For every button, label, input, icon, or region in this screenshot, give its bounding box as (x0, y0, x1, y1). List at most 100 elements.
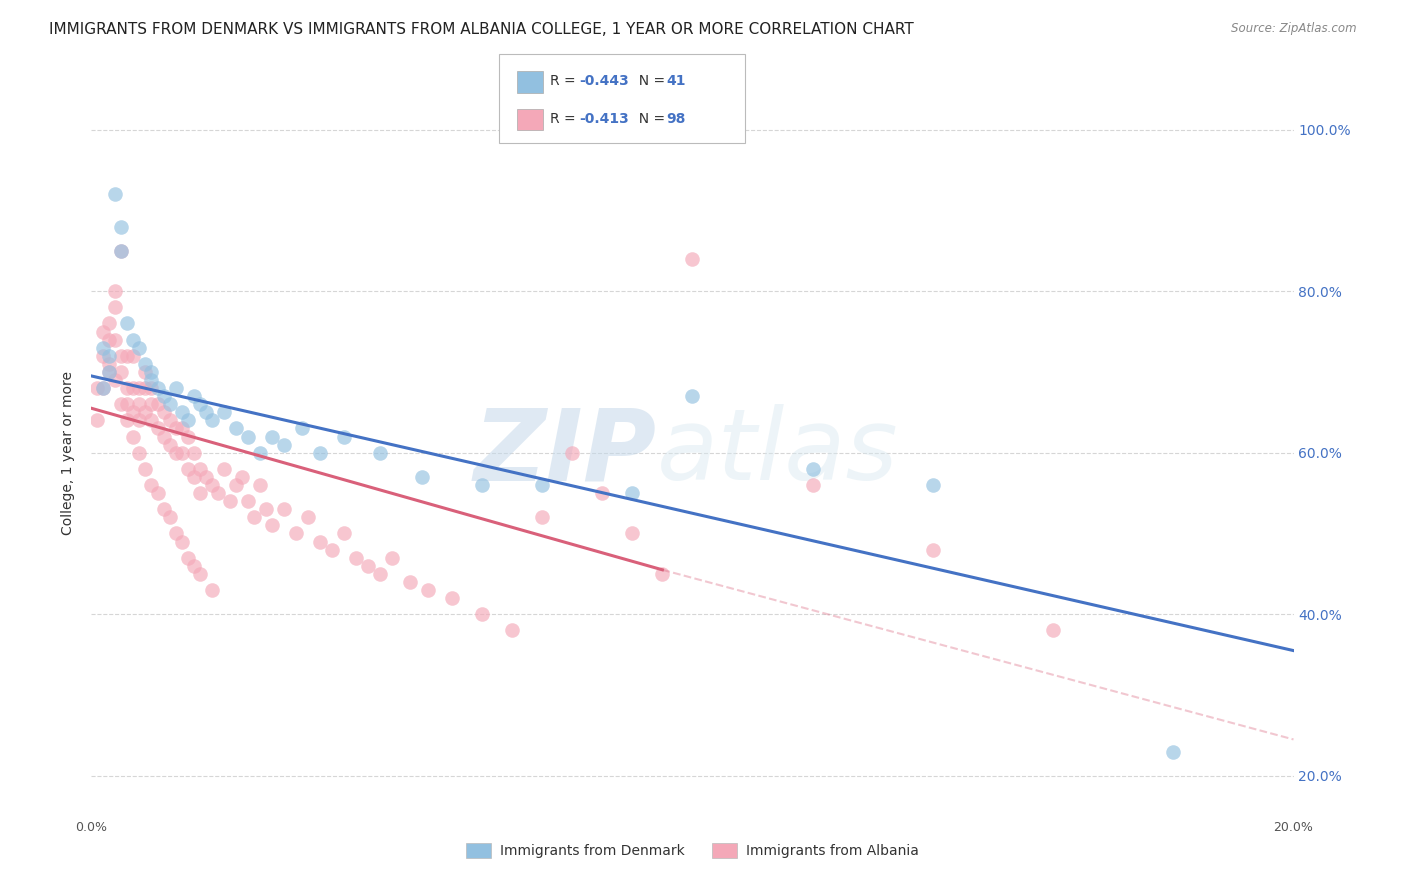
Point (93, 325, 115, 339)
Point (399, 574, 422, 589)
Text: Source: ZipAtlas.com: Source: ZipAtlas.com (1232, 22, 1357, 36)
Text: atlas: atlas (657, 404, 898, 501)
Point (183, 389, 205, 403)
Text: -0.413: -0.413 (579, 112, 628, 126)
Point (249, 445, 271, 460)
Point (194, 470, 217, 484)
Point (134, 381, 156, 395)
Point (922, 542, 945, 557)
Point (344, 550, 367, 565)
Point (471, 478, 494, 492)
Point (201, 582, 224, 597)
Point (141, 413, 163, 427)
Point (801, 478, 824, 492)
Point (249, 478, 271, 492)
Point (141, 365, 163, 379)
Point (501, 624, 523, 638)
Point (93, 349, 115, 363)
Point (128, 397, 150, 411)
Point (218, 494, 240, 508)
Text: R =: R = (550, 112, 579, 126)
Point (236, 429, 259, 443)
Point (170, 405, 193, 419)
Point (333, 429, 356, 443)
Point (381, 550, 404, 565)
Point (183, 558, 205, 573)
Point (591, 486, 613, 500)
Point (165, 445, 187, 460)
Point (170, 445, 193, 460)
Point (297, 510, 319, 524)
Point (86, 413, 108, 427)
Point (128, 445, 150, 460)
Point (531, 478, 554, 492)
Point (159, 397, 181, 411)
Text: N =: N = (630, 112, 669, 126)
Point (159, 510, 181, 524)
Point (170, 421, 193, 435)
Text: R =: R = (550, 74, 579, 88)
Point (273, 502, 295, 516)
Point (159, 413, 181, 427)
Point (128, 341, 150, 355)
Point (110, 244, 132, 258)
Point (188, 486, 211, 500)
Point (122, 333, 145, 347)
Point (141, 381, 163, 395)
Point (357, 558, 380, 573)
Point (134, 405, 156, 419)
Text: 98: 98 (666, 112, 686, 126)
Point (104, 187, 127, 202)
Point (440, 591, 463, 606)
Point (141, 478, 163, 492)
Point (531, 510, 554, 524)
Point (561, 445, 583, 460)
Point (254, 502, 277, 516)
Point (117, 397, 139, 411)
Point (291, 421, 314, 435)
Point (273, 437, 295, 451)
Point (165, 421, 187, 435)
Point (188, 462, 211, 476)
Point (225, 478, 247, 492)
Point (152, 389, 174, 403)
Point (98, 365, 121, 379)
Point (207, 486, 229, 500)
Point (681, 252, 703, 266)
Point (176, 550, 198, 565)
Point (308, 445, 330, 460)
Point (134, 365, 156, 379)
Point (201, 413, 224, 427)
Point (621, 486, 644, 500)
Point (170, 534, 193, 549)
Text: N =: N = (630, 74, 669, 88)
Point (152, 405, 174, 419)
Point (110, 219, 132, 234)
Point (110, 365, 132, 379)
Point (134, 357, 156, 371)
Point (122, 405, 145, 419)
Point (104, 300, 127, 314)
Point (284, 526, 307, 541)
Point (231, 470, 253, 484)
Point (117, 381, 139, 395)
Point (1161, 745, 1184, 759)
Point (146, 397, 169, 411)
Point (321, 542, 343, 557)
Point (104, 373, 127, 387)
Point (93, 381, 115, 395)
Point (141, 373, 163, 387)
Point (117, 413, 139, 427)
Legend: Immigrants from Denmark, Immigrants from Albania: Immigrants from Denmark, Immigrants from… (461, 838, 924, 863)
Point (141, 397, 163, 411)
Text: IMMIGRANTS FROM DENMARK VS IMMIGRANTS FROM ALBANIA COLLEGE, 1 YEAR OR MORE CORRE: IMMIGRANTS FROM DENMARK VS IMMIGRANTS FR… (49, 22, 914, 37)
Point (117, 349, 139, 363)
Point (104, 333, 127, 347)
Point (225, 421, 247, 435)
Point (471, 607, 494, 622)
Point (183, 445, 205, 460)
Point (411, 470, 433, 484)
Point (98, 317, 121, 331)
Point (165, 381, 187, 395)
Point (122, 381, 145, 395)
